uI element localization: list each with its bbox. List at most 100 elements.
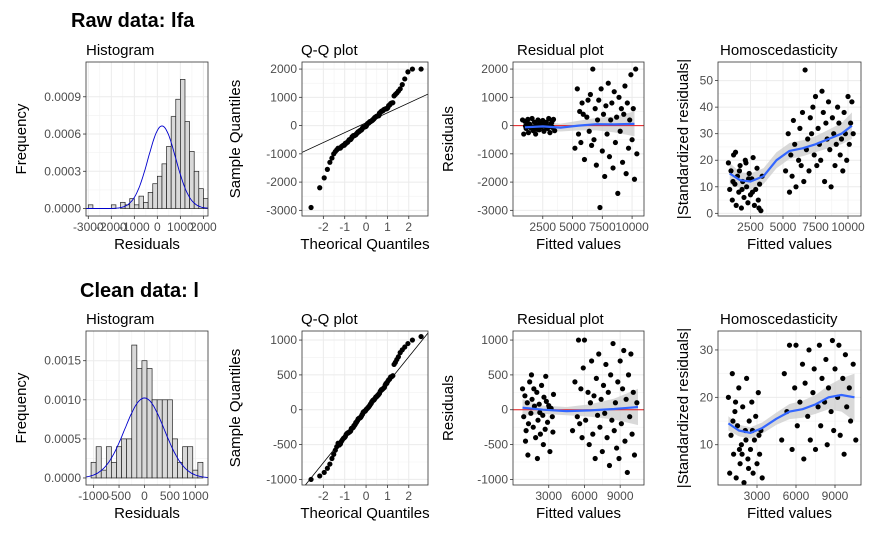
clean-homoscedasticity-y-tick-label: 20 [700, 390, 714, 404]
clean-residual-plot-point [596, 351, 602, 357]
raw-homoscedasticity-y-axis-label: |Standardized residuals| [675, 59, 692, 219]
clean-residual-plot-point [592, 455, 598, 462]
clean-residual-plot-point [549, 414, 555, 420]
clean-residual-plot-point [542, 426, 548, 432]
raw-homoscedasticity-point [811, 152, 817, 158]
clean-residual-plot-point [521, 414, 527, 420]
raw-homoscedasticity-point [729, 197, 735, 203]
raw-residual-plot-y-tick-label: -1000 [477, 147, 508, 161]
raw-residual-plot-point [589, 142, 595, 148]
raw-homoscedasticity-point [749, 189, 756, 195]
clean-homoscedasticity-point [831, 427, 837, 434]
raw-histogram-bar [138, 195, 144, 209]
raw-homoscedasticity-point [746, 170, 752, 177]
clean-residual-plot-point [594, 412, 601, 418]
clean-homoscedasticity-point [747, 446, 754, 453]
raw-homoscedasticity-point [793, 184, 799, 190]
raw-histogram-x-tick-label: 0 [154, 220, 161, 234]
clean-qq-point [317, 473, 323, 479]
raw-homoscedasticity-point [812, 93, 819, 100]
clean-qq-x-tick-label: 0 [363, 489, 370, 503]
clean-residual-plot-border [512, 330, 645, 486]
raw-qq-point [409, 66, 416, 72]
clean-residual-plot-point [535, 417, 541, 423]
clean-residual-plot-point [577, 421, 583, 427]
clean-residual-plot-x-axis-label: Fitted values [536, 505, 621, 522]
raw-homoscedasticity-point [807, 115, 813, 121]
raw-homoscedasticity-point [850, 131, 856, 137]
raw-residual-plot-point [533, 131, 539, 137]
raw-residual-plot-point [597, 204, 603, 211]
raw-homoscedasticity-point [789, 173, 795, 179]
raw-homoscedasticity-point [809, 131, 815, 137]
clean-residual-plot-point [623, 396, 629, 402]
raw-residual-plot-point [590, 66, 596, 72]
clean-histogram-bar [121, 438, 128, 479]
clean-homoscedasticity-point [828, 408, 834, 415]
raw-qq-y-tick-label: 0 [290, 119, 297, 133]
raw-qq-point [397, 86, 403, 92]
raw-histogram-plot-area [86, 62, 208, 216]
raw-residual-plot-point [585, 97, 591, 103]
raw-homoscedasticity-point [838, 136, 845, 142]
raw-residual-plot-point [594, 117, 601, 123]
raw-qq-point [329, 155, 335, 161]
raw-histogram-y-axis-label: Frequency [13, 103, 30, 174]
raw-qq-x-tick-label: -2 [318, 220, 329, 234]
raw-qq-plot-area [302, 62, 428, 216]
clean-residual-plot-point [602, 410, 608, 416]
raw-residual-plot-x-tick-label: 5000 [559, 220, 586, 234]
clean-homoscedasticity-point [749, 399, 755, 405]
clean-homoscedasticity-point [837, 432, 843, 438]
raw-homoscedasticity-x-tick-label: 2500 [737, 220, 764, 234]
clean-homoscedasticity-point [732, 408, 738, 415]
clean-residual-plot-point [612, 400, 619, 406]
clean-residual-plot-point [603, 361, 609, 368]
clean-histogram-x-tick-label: -1000 [78, 489, 109, 503]
clean-residual-plot-point [631, 452, 638, 458]
clean-residual-plot-point [547, 448, 553, 455]
clean-histogram-x-axis-label: Residuals [114, 505, 180, 522]
clean-residual-plot-smooth-line [522, 405, 639, 413]
raw-qq-y-tick-label: 1000 [270, 90, 297, 104]
clean-homoscedasticity-point [794, 423, 800, 429]
clean-residual-plot-point [527, 379, 533, 385]
raw-homoscedasticity-point [818, 157, 824, 163]
clean-qq-point [329, 455, 335, 462]
panel-title-raw-qq: Q-Q plot [301, 42, 359, 59]
row-title-raw: Raw data: lfa [71, 10, 195, 32]
clean-qq-point [409, 337, 416, 343]
clean-histogram-y-tick-label: 0.0005 [44, 432, 81, 446]
raw-homoscedasticity-point [820, 109, 826, 116]
clean-qq-point [390, 373, 396, 379]
clean-homoscedasticity-point [745, 456, 751, 462]
raw-homoscedasticity-point [814, 162, 820, 169]
raw-histogram-border [85, 61, 209, 217]
raw-residual-plot-point [572, 145, 578, 151]
raw-homoscedasticity-point [790, 117, 797, 124]
raw-qq-point [308, 204, 314, 211]
clean-residual-plot-point [634, 400, 640, 406]
clean-residual-plot-x-tick-label: 9000 [607, 489, 634, 503]
raw-residual-plot-point [584, 114, 590, 120]
clean-homoscedasticity-point [736, 446, 743, 453]
raw-residual-plot-point [633, 66, 639, 72]
clean-residual-plot-point [533, 435, 539, 441]
clean-residual-plot-point [621, 347, 627, 354]
clean-residual-plot-point [519, 386, 526, 392]
raw-histogram-bar [193, 170, 200, 209]
clean-homoscedasticity-point [786, 342, 793, 348]
raw-homoscedasticity-point [798, 162, 804, 169]
raw-homoscedasticity-point [844, 157, 850, 163]
raw-homoscedasticity-point [732, 149, 739, 155]
raw-residual-plot-point [605, 80, 611, 86]
raw-homoscedasticity-x-tick-label: 10000 [831, 220, 865, 234]
clean-homoscedasticity-point [745, 465, 752, 472]
clean-qq-point [327, 461, 333, 467]
clean-residual-plot-point [628, 351, 634, 357]
clean-residual-plot-point [540, 441, 546, 448]
raw-residual-plot-panel: 2500 5000 7500 10000 -3000 -2000 -1000 0 1000 200… [440, 61, 649, 253]
raw-qq-point [405, 69, 411, 75]
clean-qq-x-tick-label: -2 [318, 489, 329, 503]
raw-residual-plot-point [634, 151, 640, 157]
